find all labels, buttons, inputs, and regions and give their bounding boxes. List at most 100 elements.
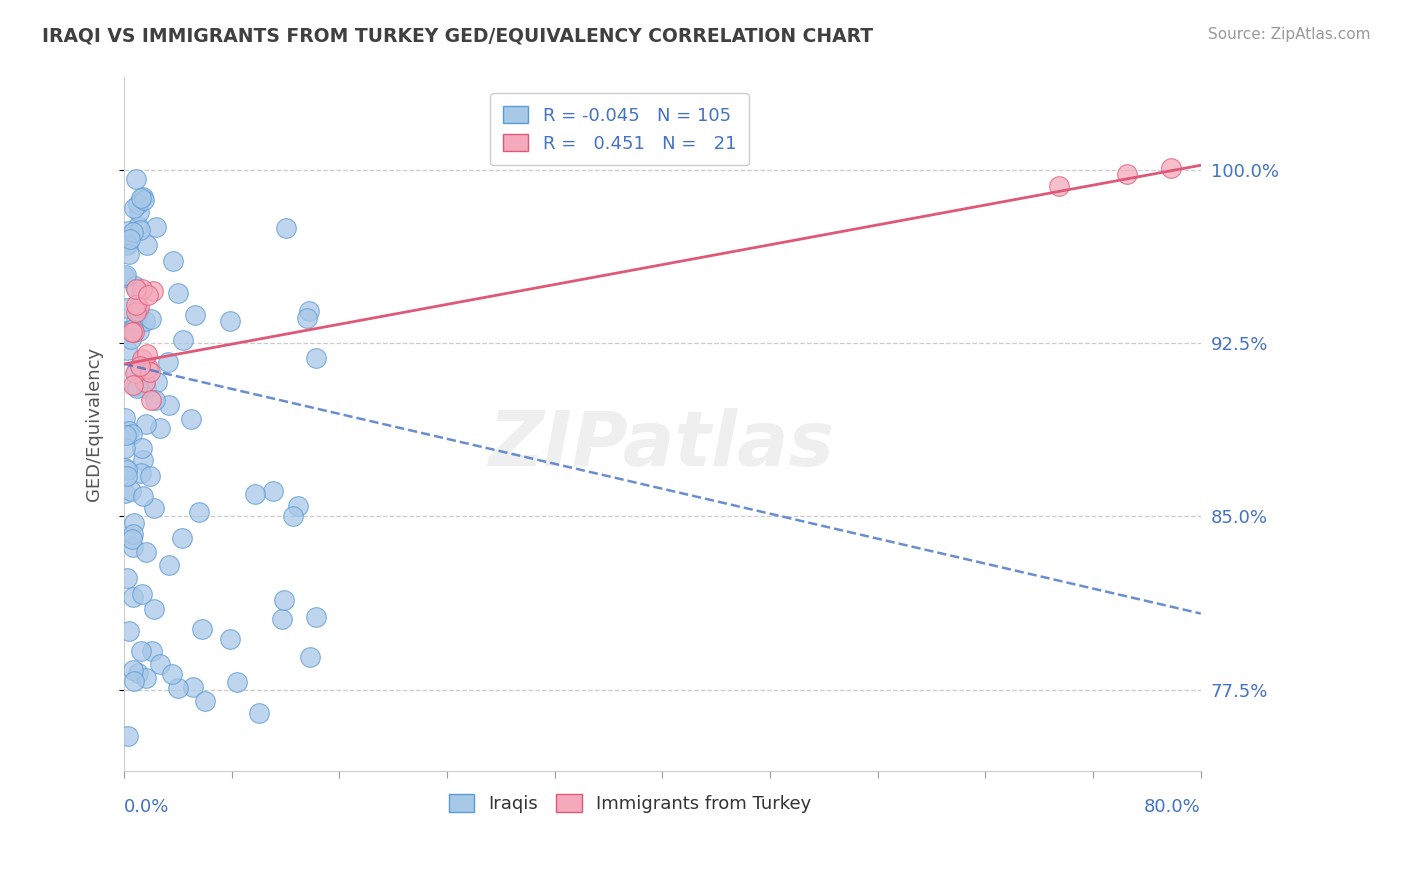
Point bbox=[149, 421, 172, 435]
Point bbox=[132, 193, 155, 207]
Point bbox=[1115, 168, 1137, 182]
Point bbox=[131, 190, 153, 204]
Point bbox=[194, 694, 217, 708]
Point bbox=[121, 540, 143, 554]
Point bbox=[118, 424, 141, 438]
Point bbox=[121, 378, 143, 392]
Point bbox=[188, 505, 211, 519]
Point bbox=[121, 532, 143, 546]
Point bbox=[128, 205, 150, 219]
Point bbox=[141, 311, 163, 326]
Point bbox=[118, 322, 141, 336]
Point bbox=[127, 219, 149, 233]
Point bbox=[139, 393, 162, 408]
Point bbox=[183, 308, 205, 322]
Point bbox=[167, 286, 190, 301]
Point bbox=[157, 558, 180, 573]
Point bbox=[136, 238, 159, 252]
Point bbox=[115, 237, 138, 252]
Point bbox=[276, 221, 298, 235]
Point bbox=[114, 410, 136, 425]
Point bbox=[122, 516, 145, 530]
Point bbox=[157, 398, 180, 412]
Point bbox=[148, 657, 170, 671]
Point bbox=[125, 282, 148, 296]
Point bbox=[125, 305, 148, 319]
Point bbox=[122, 527, 145, 541]
Point bbox=[125, 381, 148, 395]
Point bbox=[162, 254, 184, 268]
Point bbox=[141, 644, 163, 658]
Text: 0.0%: 0.0% bbox=[124, 798, 170, 816]
Point bbox=[122, 674, 145, 689]
Point bbox=[120, 483, 142, 498]
Point bbox=[131, 364, 153, 378]
Point bbox=[124, 366, 146, 380]
Point bbox=[124, 278, 146, 293]
Point bbox=[247, 706, 270, 720]
Point bbox=[117, 224, 139, 238]
Point bbox=[121, 426, 143, 441]
Point bbox=[219, 314, 242, 328]
Point bbox=[118, 624, 141, 638]
Point bbox=[125, 365, 148, 379]
Point bbox=[131, 587, 153, 601]
Point bbox=[145, 376, 167, 390]
Point bbox=[114, 441, 136, 455]
Point bbox=[167, 681, 190, 696]
Point bbox=[115, 236, 138, 251]
Point bbox=[281, 509, 304, 524]
Point bbox=[117, 729, 139, 743]
Legend: Iraqis, Immigrants from Turkey: Iraqis, Immigrants from Turkey bbox=[439, 783, 823, 824]
Point bbox=[122, 591, 145, 605]
Point bbox=[135, 671, 157, 685]
Point bbox=[114, 486, 136, 500]
Point bbox=[124, 201, 146, 215]
Point bbox=[132, 489, 155, 503]
Point bbox=[191, 622, 214, 636]
Point bbox=[118, 232, 141, 246]
Text: 80.0%: 80.0% bbox=[1144, 798, 1201, 816]
Point bbox=[287, 499, 309, 513]
Point bbox=[115, 427, 138, 442]
Point bbox=[139, 365, 162, 379]
Point bbox=[124, 172, 146, 186]
Point bbox=[172, 333, 194, 347]
Point bbox=[127, 665, 149, 680]
Point bbox=[170, 532, 193, 546]
Point bbox=[136, 288, 159, 302]
Text: IRAQI VS IMMIGRANTS FROM TURKEY GED/EQUIVALENCY CORRELATION CHART: IRAQI VS IMMIGRANTS FROM TURKEY GED/EQUI… bbox=[42, 27, 873, 45]
Point bbox=[120, 332, 142, 346]
Point bbox=[115, 468, 138, 483]
Point bbox=[225, 674, 247, 689]
Point bbox=[298, 304, 321, 318]
Point bbox=[114, 461, 136, 475]
Point bbox=[115, 571, 138, 585]
Point bbox=[142, 284, 165, 298]
Point bbox=[1049, 179, 1071, 194]
Point bbox=[136, 361, 159, 376]
Point bbox=[115, 343, 138, 358]
Y-axis label: GED/Equivalency: GED/Equivalency bbox=[86, 347, 103, 501]
Point bbox=[129, 466, 152, 480]
Point bbox=[114, 270, 136, 285]
Point bbox=[124, 297, 146, 311]
Point bbox=[145, 393, 167, 408]
Point bbox=[114, 325, 136, 339]
Point bbox=[125, 314, 148, 328]
Point bbox=[115, 268, 138, 282]
Point bbox=[156, 355, 179, 369]
Point bbox=[142, 500, 165, 515]
Point bbox=[122, 325, 145, 339]
Point bbox=[138, 469, 160, 483]
Point bbox=[181, 680, 204, 694]
Point bbox=[115, 301, 138, 315]
Point bbox=[298, 649, 321, 664]
Point bbox=[273, 593, 295, 607]
Point bbox=[135, 545, 157, 559]
Point bbox=[131, 282, 153, 296]
Point bbox=[145, 219, 167, 234]
Point bbox=[135, 381, 157, 395]
Point bbox=[131, 351, 153, 366]
Point bbox=[118, 246, 141, 260]
